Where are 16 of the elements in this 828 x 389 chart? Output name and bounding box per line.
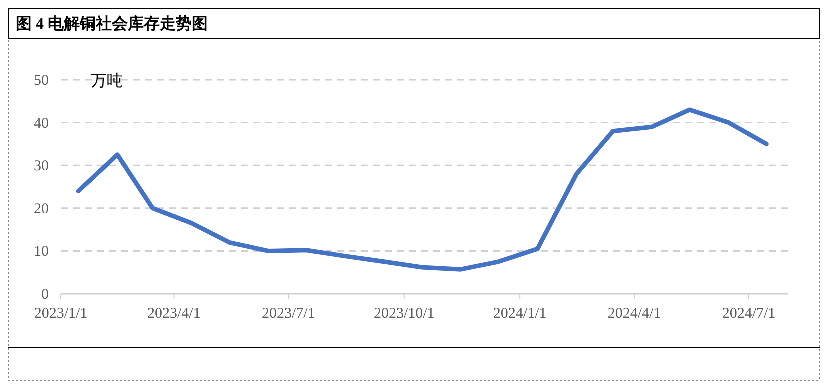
x-tick-label: 2024/1/1 [493,306,547,322]
chart-title: 图 4 电解铜社会库存走势图 [16,15,208,33]
x-tick-label: 2024/7/1 [722,306,776,322]
line-series [76,108,769,272]
y-tick-label: 50 [34,73,49,89]
x-tick-label: 2023/10/1 [374,306,435,322]
x-tick-label: 2023/1/1 [34,306,88,322]
y-tick-label: 30 [34,158,49,175]
x-tick-label: 2024/4/1 [608,306,662,322]
y-tick-label: 40 [34,116,49,132]
x-tick-label: 2023/7/1 [262,306,316,322]
x-tick-label: 2023/4/1 [148,306,201,322]
y-axis-title: 万吨 [91,72,123,90]
y-tick-label: 20 [34,201,49,218]
y-tick-label: 0 [42,287,49,303]
y-tick-label: 10 [34,244,49,260]
